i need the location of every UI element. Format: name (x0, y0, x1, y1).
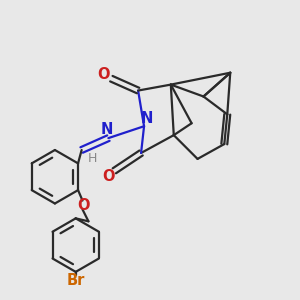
Text: N: N (101, 122, 113, 137)
Text: O: O (77, 198, 89, 213)
Text: H: H (87, 152, 97, 165)
Text: N: N (141, 111, 153, 126)
Text: O: O (98, 67, 110, 82)
Text: O: O (102, 169, 115, 184)
Text: Br: Br (67, 273, 85, 288)
